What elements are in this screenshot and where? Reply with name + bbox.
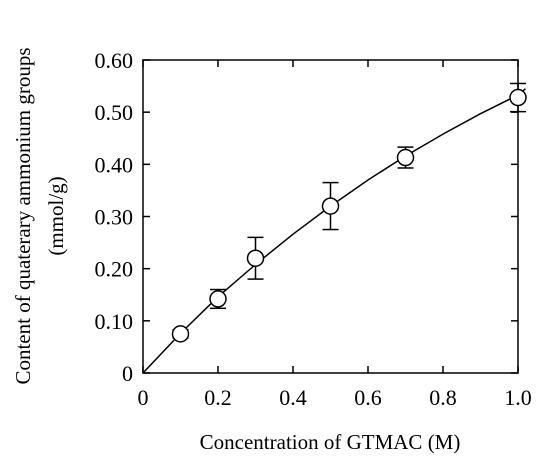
marker-circle (209, 290, 227, 308)
marker-circle (509, 88, 527, 107)
x-axis-label: Concentration of GTMAC (M) (200, 430, 461, 454)
y-tick-label: 0.40 (95, 152, 134, 177)
data-point (209, 288, 227, 310)
y-axis-label-line-2: (mmol/g) (44, 176, 68, 255)
x-tick-label: 0.2 (204, 385, 232, 410)
data-point (509, 82, 527, 113)
x-tick-label: 0 (138, 385, 149, 410)
x-tick-label: 0.4 (279, 385, 307, 410)
y-tick-label: 0.30 (95, 205, 134, 230)
data-point (321, 181, 340, 231)
marker-circle (246, 249, 265, 267)
x-tick-label: 0.6 (354, 385, 382, 410)
y-tick-label: 0.20 (95, 257, 134, 282)
y-tick-label: 0.60 (95, 48, 134, 73)
marker-circle (171, 325, 190, 343)
x-tick-label: 0.8 (429, 385, 457, 410)
y-tick-label: 0.10 (95, 309, 134, 334)
marker-circle (321, 197, 340, 215)
y-tick-label: 0 (122, 361, 133, 386)
y-axis-label: Content of quaterary ammonium groups (mm… (11, 47, 68, 384)
fit-curve (142, 88, 526, 374)
marker-circle (396, 148, 415, 167)
tick-labels: 0 0.2 0.4 0.6 0.8 1.0 0 0.10 0.20 0.30 0.40 0.50 0.6… (95, 48, 532, 410)
y-tick-label: 0.50 (95, 100, 134, 125)
x-tick-label: 1.0 (504, 385, 532, 410)
data-point (246, 236, 265, 280)
y-axis-label-line-1: Content of quaterary ammonium groups (11, 47, 35, 384)
data-point (396, 146, 415, 169)
data-points (171, 82, 527, 343)
data-point (171, 325, 190, 343)
